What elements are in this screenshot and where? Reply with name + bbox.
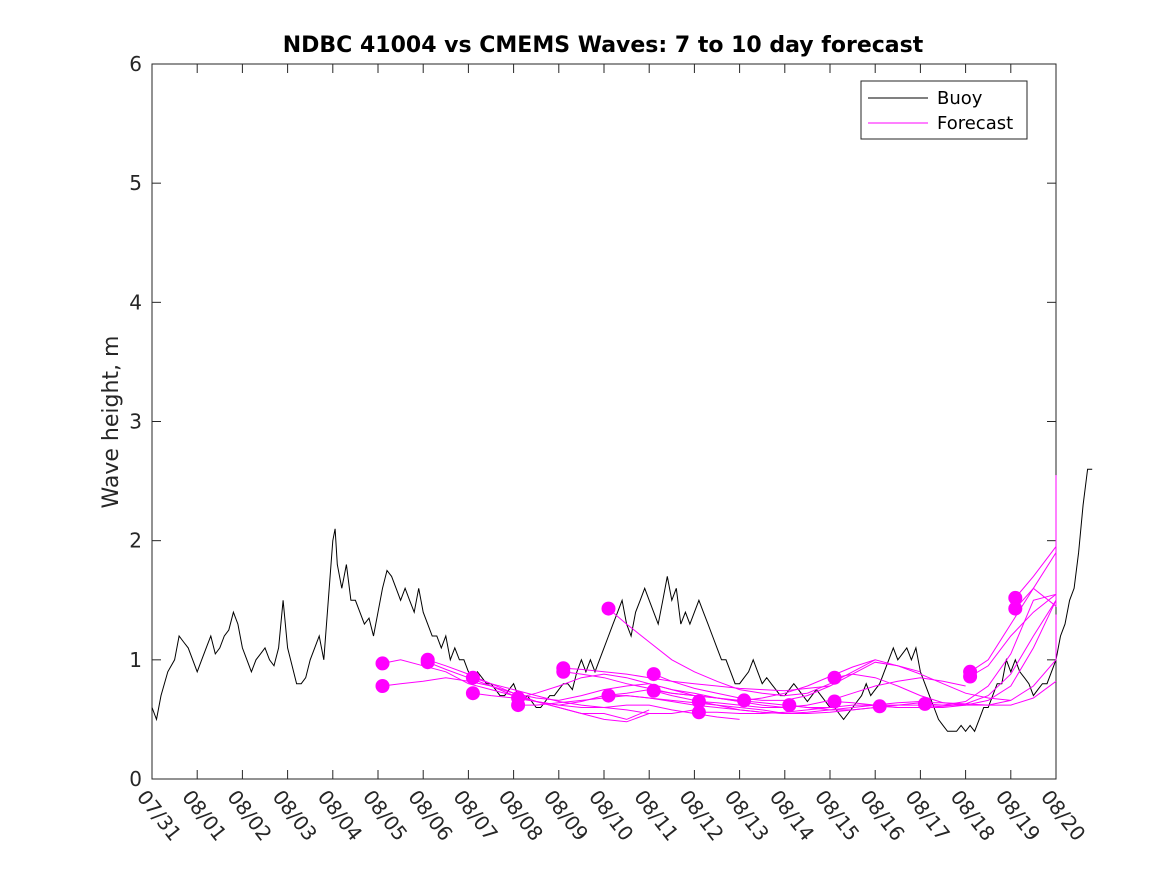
legend-forecast-label: Forecast (937, 113, 1013, 134)
legend-buoy-label: Buoy (937, 88, 983, 109)
legend-box (860, 80, 1028, 140)
y-tick-label: 4 (129, 290, 142, 314)
legend: Buoy Forecast (860, 80, 1028, 140)
chart-title: NDBC 41004 vs CMEMS Waves: 7 to 10 day f… (283, 33, 924, 58)
x-tick-label: 08/06 (403, 785, 457, 845)
y-tick-label: 1 (129, 648, 142, 672)
forecast-start-marker (782, 698, 797, 713)
y-tick-label: 5 (129, 171, 142, 195)
x-tick-label: 08/08 (494, 785, 548, 845)
forecast-series-line (924, 481, 1057, 706)
x-tick-label: 07/31 (132, 785, 186, 845)
forecast-start-marker (465, 686, 480, 701)
forecast-start-marker (1008, 601, 1023, 616)
forecast-start-marker (691, 705, 706, 720)
x-tick-label: 08/07 (448, 785, 502, 845)
x-ticks: 07/3108/0108/0208/0308/0408/0508/0608/07… (132, 64, 1090, 845)
forecast-series-line (1014, 516, 1057, 609)
y-tick-label: 3 (129, 410, 142, 434)
x-tick-label: 08/02 (222, 785, 276, 845)
x-tick-label: 08/10 (584, 785, 638, 845)
forecast-series-line (744, 659, 1011, 701)
y-tick-label: 6 (129, 52, 142, 76)
forecast-start-marker (917, 696, 932, 711)
forecast-start-marker (827, 694, 842, 709)
x-tick-label: 08/05 (358, 785, 412, 845)
forecast-start-marker (601, 601, 616, 616)
x-tick-label: 08/16 (855, 785, 909, 845)
x-tick-label: 08/15 (810, 785, 864, 845)
x-tick-label: 08/09 (539, 785, 593, 845)
forecast-start-marker (601, 688, 616, 703)
forecast-start-marker (465, 670, 480, 685)
forecast-start-marker (1008, 590, 1023, 605)
x-tick-label: 08/13 (720, 785, 774, 845)
x-tick-label: 08/03 (268, 785, 322, 845)
forecast-start-marker (556, 664, 571, 679)
forecast-start-marker (737, 693, 752, 708)
x-tick-label: 08/20 (1036, 785, 1090, 845)
series-group (151, 468, 1093, 733)
x-tick-label: 08/19 (991, 785, 1045, 845)
forecast-start-marker (691, 694, 706, 709)
forecast-start-marker (646, 667, 661, 682)
x-tick-label: 08/14 (765, 785, 819, 845)
forecast-start-marker (375, 656, 390, 671)
forecast-series-line (608, 608, 876, 697)
x-tick-label: 08/04 (313, 785, 367, 845)
x-tick-label: 08/12 (674, 785, 728, 845)
forecast-start-marker (646, 683, 661, 698)
x-tick-label: 08/17 (900, 785, 954, 845)
y-axis-label: Wave height, m (99, 336, 124, 509)
forecast-start-marker (375, 679, 390, 693)
forecast-start-marker (511, 698, 526, 713)
y-ticks: 0 1 2 3 4 5 6 (129, 52, 1056, 791)
y-tick-label: 2 (129, 529, 142, 553)
forecast-series-line (563, 667, 831, 692)
forecast-series-line (834, 614, 1057, 706)
forecast-start-marker (420, 655, 435, 670)
x-tick-label: 08/01 (177, 785, 231, 845)
x-tick-label: 08/18 (946, 785, 1000, 845)
forecast-start-marker (827, 670, 842, 685)
forecast-start-marker (963, 669, 978, 684)
buoy-series-line (151, 468, 1093, 733)
forecast-start-marker (872, 699, 887, 714)
y-tick-label: 0 (129, 767, 142, 791)
forecast-series-line (1014, 487, 1057, 599)
x-tick-label: 08/11 (629, 785, 683, 845)
